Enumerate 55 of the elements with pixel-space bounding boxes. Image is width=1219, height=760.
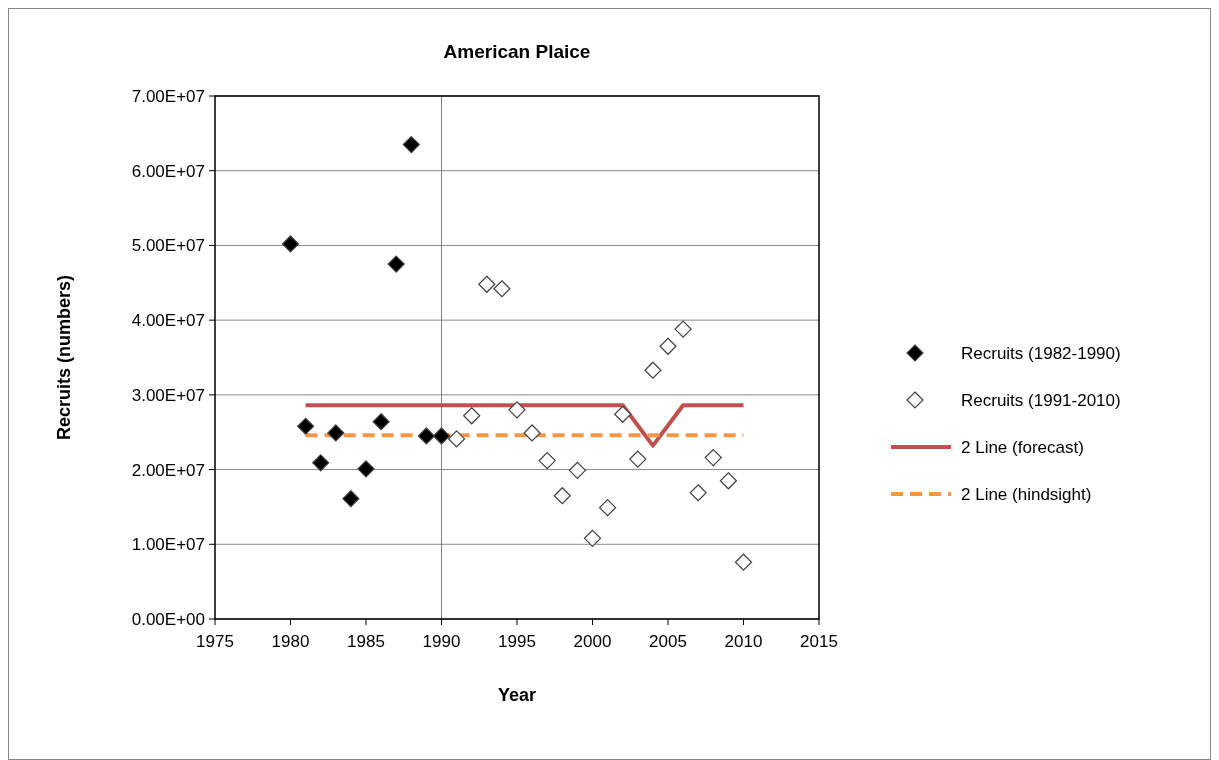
point: [402, 135, 420, 154]
point: [357, 460, 375, 478]
y-tick-label: 2.00E+07: [131, 460, 205, 480]
y-tick-label: 5.00E+07: [131, 236, 205, 256]
point: [553, 487, 571, 505]
legend-label: 2 Line (hindsight): [961, 485, 1092, 504]
point: [493, 280, 511, 298]
legend-label: Recruits (1982-1990): [961, 344, 1121, 363]
point: [281, 235, 300, 253]
point: [734, 553, 753, 571]
point: [674, 320, 692, 338]
legend-label: 2 Line (forecast): [961, 438, 1084, 457]
point: [689, 484, 707, 502]
point: [508, 401, 526, 419]
point: [599, 499, 617, 517]
point: [659, 337, 677, 355]
point: [629, 450, 647, 468]
y-tick-label: 6.00E+07: [131, 161, 205, 181]
point: [463, 407, 481, 425]
y-tick-label: 4.00E+07: [131, 311, 205, 331]
y-tick-label: 7.00E+07: [131, 87, 205, 106]
x-tick-label: 2000: [573, 632, 612, 651]
y-tick-label: 0.00E+00: [131, 610, 205, 629]
point: [327, 424, 345, 442]
point: [538, 452, 556, 470]
x-tick-label: 2010: [724, 632, 763, 651]
point: [719, 472, 737, 490]
x-tick-label: 1975: [196, 632, 234, 651]
x-tick-label: 1980: [271, 632, 310, 651]
point: [417, 427, 435, 445]
point: [312, 454, 330, 472]
chart-title: American Plaice: [443, 41, 591, 62]
point: [644, 361, 662, 379]
y-tick-label: 3.00E+07: [131, 385, 205, 405]
point: [583, 529, 602, 547]
x-tick-label: 1995: [498, 632, 536, 651]
point: [297, 417, 315, 435]
x-axis-title: Year: [497, 685, 537, 705]
x-tick-label: 1985: [347, 632, 385, 651]
legend-label: Recruits (1991-2010): [961, 391, 1121, 410]
x-tick-label: 2005: [649, 632, 687, 651]
point: [523, 424, 541, 442]
point: [614, 405, 632, 423]
point: [387, 255, 405, 273]
point: [342, 490, 360, 508]
point: [568, 461, 586, 479]
point: [372, 413, 390, 431]
point: [478, 275, 496, 293]
x-tick-label: 1990: [422, 632, 461, 651]
point: [432, 427, 451, 445]
x-tick-label: 2015: [800, 632, 838, 651]
y-axis-title: Recruits (numbers): [54, 274, 74, 441]
y-tick-label: 1.00E+07: [131, 535, 205, 555]
point: [448, 430, 466, 448]
point: [704, 449, 722, 467]
